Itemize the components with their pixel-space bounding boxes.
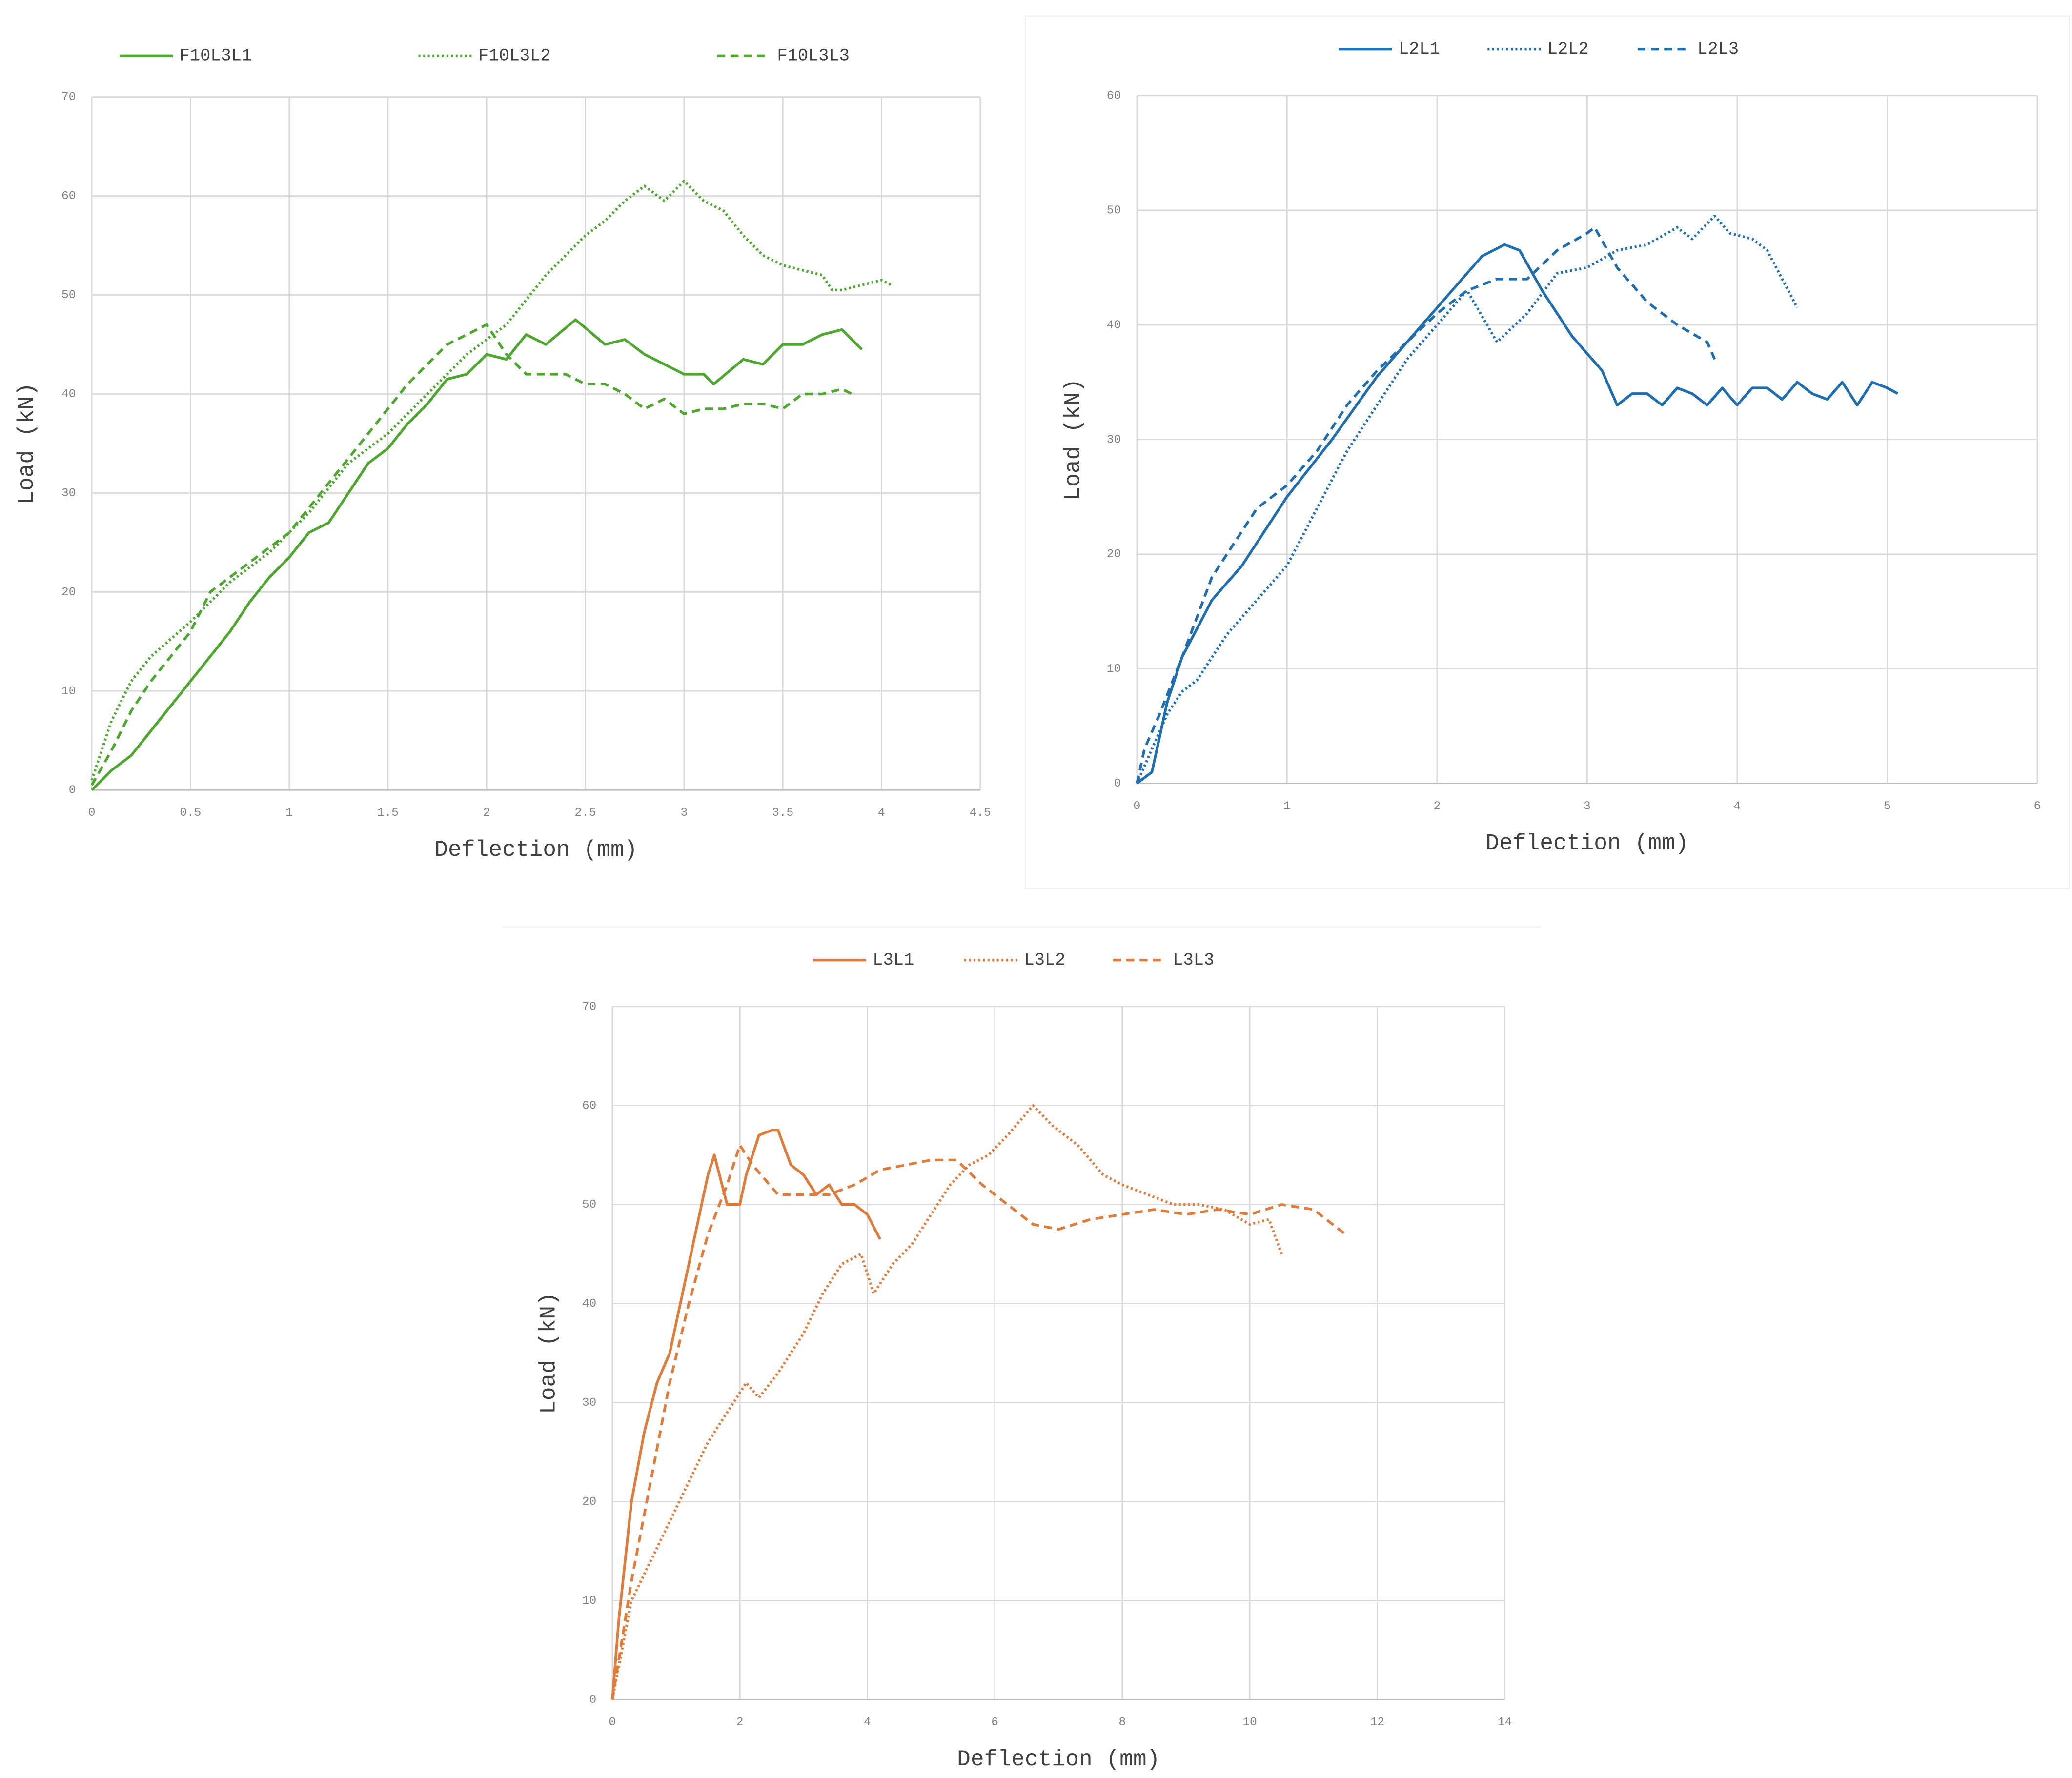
x-axis-title: Deflection (mm): [1485, 830, 1688, 856]
x-tick-label: 6: [991, 1716, 998, 1729]
x-tick-label: 4: [1734, 800, 1741, 813]
y-tick-label: 50: [61, 289, 76, 302]
data-line: [1136, 226, 1716, 784]
legend-label: F10L3L3: [777, 46, 850, 66]
x-tick-label: 0.5: [180, 807, 201, 820]
y-tick-label: 40: [1107, 319, 1121, 332]
y-tick-label: 20: [582, 1495, 596, 1509]
y-axis-title: Load (kN): [535, 1292, 561, 1414]
legend-label: F10L3L2: [478, 46, 551, 66]
y-tick-label: 0: [69, 784, 76, 797]
legend-label: L3L1: [873, 950, 914, 970]
y-tick-label: 10: [582, 1595, 596, 1608]
y-tick-label: 20: [61, 586, 76, 599]
x-axis-title: Deflection (mm): [957, 1746, 1160, 1772]
legend-label: F10L3L1: [180, 46, 252, 66]
panel-border: [1024, 15, 2070, 889]
x-tick-label: 4: [864, 1716, 871, 1729]
data-line: [611, 1129, 881, 1700]
x-tick-label: 2: [483, 807, 490, 820]
y-tick-label: 50: [582, 1198, 596, 1212]
x-tick-label: 4: [878, 807, 885, 820]
y-tick-label: 60: [582, 1099, 596, 1112]
x-tick-label: 3: [680, 807, 688, 820]
x-tick-label: 0: [88, 807, 96, 820]
data-line: [90, 323, 853, 786]
legend-label: L2L3: [1697, 40, 1739, 59]
data-line: [1136, 243, 1899, 785]
legend-label: L3L3: [1173, 950, 1214, 970]
x-tick-label: 2.5: [574, 807, 596, 820]
x-tick-label: 12: [1370, 1716, 1384, 1729]
x-tick-label: 1: [1283, 800, 1291, 813]
x-tick-label: 1.5: [377, 807, 399, 820]
x-tick-label: 3.5: [772, 807, 793, 820]
x-tick-label: 14: [1498, 1716, 1512, 1729]
y-axis-title: Load (kN): [1060, 379, 1086, 501]
x-axis-title: Deflection (mm): [434, 837, 637, 863]
data-line: [1136, 214, 1799, 784]
y-tick-label: 40: [582, 1297, 596, 1311]
y-tick-label: 0: [1114, 777, 1121, 790]
x-tick-label: 0: [1133, 800, 1140, 813]
x-tick-label: 0: [609, 1716, 616, 1729]
x-tick-label: 2: [1434, 800, 1441, 813]
y-tick-label: 10: [61, 685, 76, 698]
x-tick-label: 5: [1884, 800, 1891, 813]
y-tick-label: 10: [1107, 663, 1121, 676]
data-line: [90, 180, 892, 781]
x-tick-label: 6: [2034, 800, 2041, 813]
legend-label: L2L2: [1547, 40, 1589, 59]
y-tick-label: 20: [1107, 548, 1121, 561]
x-tick-label: 10: [1242, 1716, 1257, 1729]
data-line: [611, 1144, 1346, 1700]
y-tick-label: 0: [589, 1694, 597, 1707]
x-tick-label: 4.5: [970, 807, 991, 820]
y-tick-label: 40: [61, 388, 76, 401]
y-tick-label: 60: [1107, 89, 1121, 102]
y-tick-label: 60: [61, 190, 76, 203]
y-tick-label: 30: [61, 487, 76, 500]
legend-label: L2L1: [1399, 40, 1440, 59]
data-line: [91, 318, 863, 791]
x-tick-label: 3: [1584, 800, 1591, 813]
x-tick-label: 2: [736, 1716, 744, 1729]
y-tick-label: 30: [1107, 433, 1121, 446]
y-tick-label: 70: [61, 91, 76, 104]
y-tick-label: 50: [1107, 204, 1121, 217]
y-axis-title: Load (kN): [14, 383, 40, 505]
legend-label: L3L2: [1024, 950, 1066, 970]
x-tick-label: 8: [1119, 1716, 1126, 1729]
data-line: [611, 1104, 1283, 1700]
x-tick-label: 1: [285, 807, 293, 820]
y-tick-label: 70: [582, 1000, 596, 1013]
y-tick-label: 30: [582, 1396, 596, 1410]
